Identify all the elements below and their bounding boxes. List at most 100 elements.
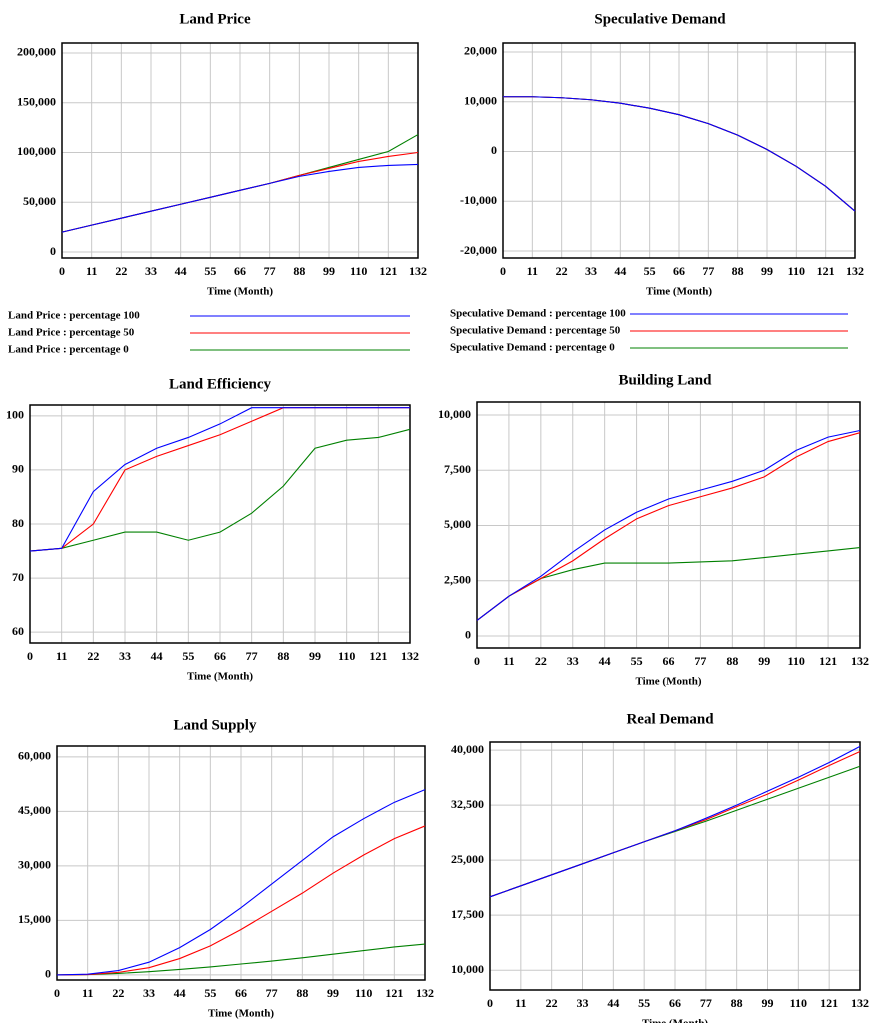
x-tick-label: 88 bbox=[296, 986, 308, 1000]
x-tick-label: 55 bbox=[182, 649, 194, 663]
x-tick-label: 33 bbox=[577, 996, 589, 1010]
x-tick-label: 44 bbox=[599, 654, 611, 668]
series-line bbox=[56, 789, 426, 976]
y-tick-label: 80 bbox=[12, 516, 24, 530]
y-tick-label: 70 bbox=[12, 570, 24, 584]
y-tick-label: 60,000 bbox=[18, 749, 51, 763]
series-line bbox=[56, 825, 426, 976]
y-tick-label: 100,000 bbox=[17, 144, 56, 158]
y-tick-label: 5,000 bbox=[444, 517, 471, 531]
x-tick-label: 22 bbox=[87, 649, 99, 663]
x-tick-label: 99 bbox=[323, 264, 335, 278]
x-tick-label: 11 bbox=[86, 264, 97, 278]
x-tick-label: 22 bbox=[535, 654, 547, 668]
x-tick-label: 132 bbox=[409, 264, 427, 278]
x-tick-label: 0 bbox=[59, 264, 65, 278]
chart-title: Speculative Demand bbox=[594, 11, 726, 27]
legend-label: Speculative Demand : percentage 50 bbox=[450, 325, 621, 337]
x-tick-label: 132 bbox=[851, 654, 869, 668]
x-tick-label: 88 bbox=[293, 264, 305, 278]
x-axis-label: Time (Month) bbox=[208, 1008, 274, 1020]
y-tick-label: 2,500 bbox=[444, 572, 471, 586]
x-tick-label: 33 bbox=[119, 649, 131, 663]
x-axis-label: Time (Month) bbox=[207, 286, 273, 298]
x-tick-label: 44 bbox=[607, 996, 619, 1010]
y-tick-label: 10,000 bbox=[438, 407, 471, 421]
plot-frame bbox=[61, 42, 419, 259]
x-tick-label: 0 bbox=[54, 986, 60, 1000]
x-tick-label: 88 bbox=[277, 649, 289, 663]
y-tick-label: -10,000 bbox=[460, 193, 497, 207]
series-line bbox=[503, 96, 856, 212]
x-tick-label: 77 bbox=[694, 654, 706, 668]
x-tick-label: 44 bbox=[614, 264, 626, 278]
y-tick-label: -20,000 bbox=[460, 243, 497, 257]
plot-frame bbox=[489, 741, 861, 991]
x-tick-label: 55 bbox=[638, 996, 650, 1010]
chart-title: Land Efficiency bbox=[169, 376, 272, 392]
y-tick-label: 17,500 bbox=[451, 907, 484, 921]
x-tick-label: 121 bbox=[820, 996, 838, 1010]
x-tick-label: 66 bbox=[663, 654, 675, 668]
x-tick-label: 99 bbox=[309, 649, 321, 663]
y-tick-label: 60 bbox=[12, 624, 24, 638]
x-tick-label: 44 bbox=[151, 649, 163, 663]
x-tick-label: 66 bbox=[234, 264, 246, 278]
x-tick-label: 55 bbox=[204, 986, 216, 1000]
x-tick-label: 77 bbox=[246, 649, 258, 663]
x-tick-label: 11 bbox=[56, 649, 67, 663]
x-tick-label: 11 bbox=[503, 654, 514, 668]
y-tick-label: 45,000 bbox=[18, 803, 51, 817]
x-tick-label: 33 bbox=[143, 986, 155, 1000]
plot-frame bbox=[502, 42, 856, 259]
series-line bbox=[61, 163, 419, 233]
x-tick-label: 66 bbox=[673, 264, 685, 278]
series-line bbox=[29, 428, 411, 552]
y-tick-label: 50,000 bbox=[23, 194, 56, 208]
x-axis-label: Time (Month) bbox=[187, 671, 253, 683]
x-tick-label: 11 bbox=[527, 264, 538, 278]
x-tick-label: 110 bbox=[338, 649, 355, 663]
y-tick-label: 30,000 bbox=[18, 858, 51, 872]
y-tick-label: 15,000 bbox=[18, 912, 51, 926]
x-tick-label: 22 bbox=[546, 996, 558, 1010]
series-line bbox=[489, 745, 861, 898]
chart-title: Land Price bbox=[179, 11, 251, 27]
y-tick-label: 40,000 bbox=[451, 742, 484, 756]
legend-label: Land Price : percentage 0 bbox=[8, 344, 129, 356]
y-tick-label: 0 bbox=[45, 967, 51, 981]
x-tick-label: 110 bbox=[790, 996, 807, 1010]
y-tick-label: 7,500 bbox=[444, 462, 471, 476]
x-tick-label: 44 bbox=[175, 264, 187, 278]
x-tick-label: 0 bbox=[27, 649, 33, 663]
x-tick-label: 88 bbox=[726, 654, 738, 668]
series-line bbox=[56, 943, 426, 976]
series-line bbox=[29, 407, 410, 552]
series-line bbox=[476, 429, 861, 621]
x-tick-label: 121 bbox=[819, 654, 837, 668]
y-tick-label: 20,000 bbox=[464, 44, 497, 58]
x-axis-label: Time (Month) bbox=[646, 286, 712, 298]
x-tick-label: 99 bbox=[762, 996, 774, 1010]
x-tick-label: 22 bbox=[556, 264, 568, 278]
chart-title: Building Land bbox=[619, 372, 713, 388]
x-axis-label: Time (Month) bbox=[642, 1018, 708, 1023]
x-tick-label: 88 bbox=[731, 996, 743, 1010]
y-tick-label: 100 bbox=[6, 408, 24, 422]
x-tick-label: 44 bbox=[174, 986, 186, 1000]
x-tick-label: 110 bbox=[355, 986, 372, 1000]
x-tick-label: 0 bbox=[474, 654, 480, 668]
legend-label: Speculative Demand : percentage 0 bbox=[450, 342, 615, 354]
x-tick-label: 33 bbox=[585, 264, 597, 278]
x-tick-label: 132 bbox=[851, 996, 869, 1010]
x-tick-label: 110 bbox=[787, 654, 804, 668]
y-tick-label: 25,000 bbox=[451, 852, 484, 866]
x-tick-label: 22 bbox=[115, 264, 127, 278]
x-tick-label: 99 bbox=[761, 264, 773, 278]
x-tick-label: 99 bbox=[758, 654, 770, 668]
y-tick-label: 32,500 bbox=[451, 797, 484, 811]
chart-title: Land Supply bbox=[174, 717, 257, 733]
x-tick-label: 77 bbox=[702, 264, 714, 278]
